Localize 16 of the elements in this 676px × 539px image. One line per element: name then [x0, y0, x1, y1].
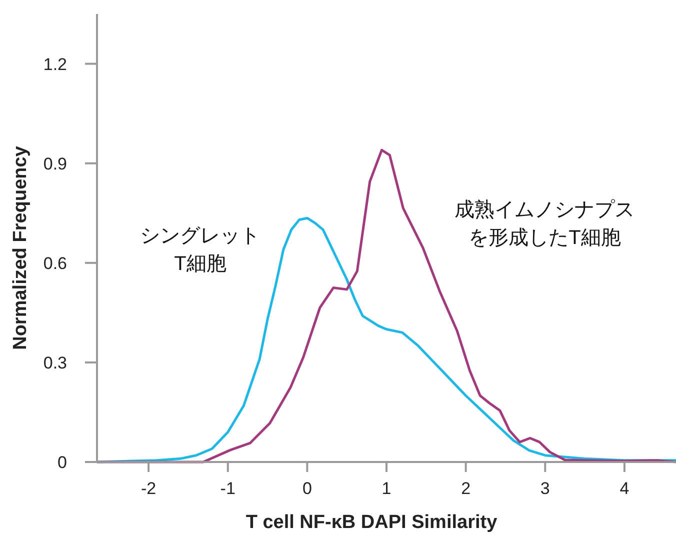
y-axis-title: Normalized Frequency [10, 146, 31, 350]
x-axis-title: T cell NF-κB DAPI Similarity [246, 512, 498, 533]
series-label: 成熟イムノシナプスを形成したT細胞 [454, 199, 635, 250]
y-tick-label: 0.3 [43, 353, 67, 372]
y-tick-label: 1.2 [43, 54, 67, 74]
series-label: シングレットT細胞 [140, 225, 260, 276]
x-tick-label: 2 [461, 479, 471, 498]
y-tick-label: 0.9 [43, 154, 67, 174]
x-tick-label: 4 [620, 479, 630, 498]
x-tick-label: -1 [220, 479, 236, 498]
x-tick-label: 3 [540, 479, 550, 498]
x-tick-label: 0 [302, 479, 312, 498]
x-tick-label: -2 [140, 479, 156, 498]
x-tick-label: 1 [382, 479, 392, 498]
y-tick-label: 0 [58, 453, 67, 472]
y-tick-label: 0.6 [43, 254, 67, 273]
